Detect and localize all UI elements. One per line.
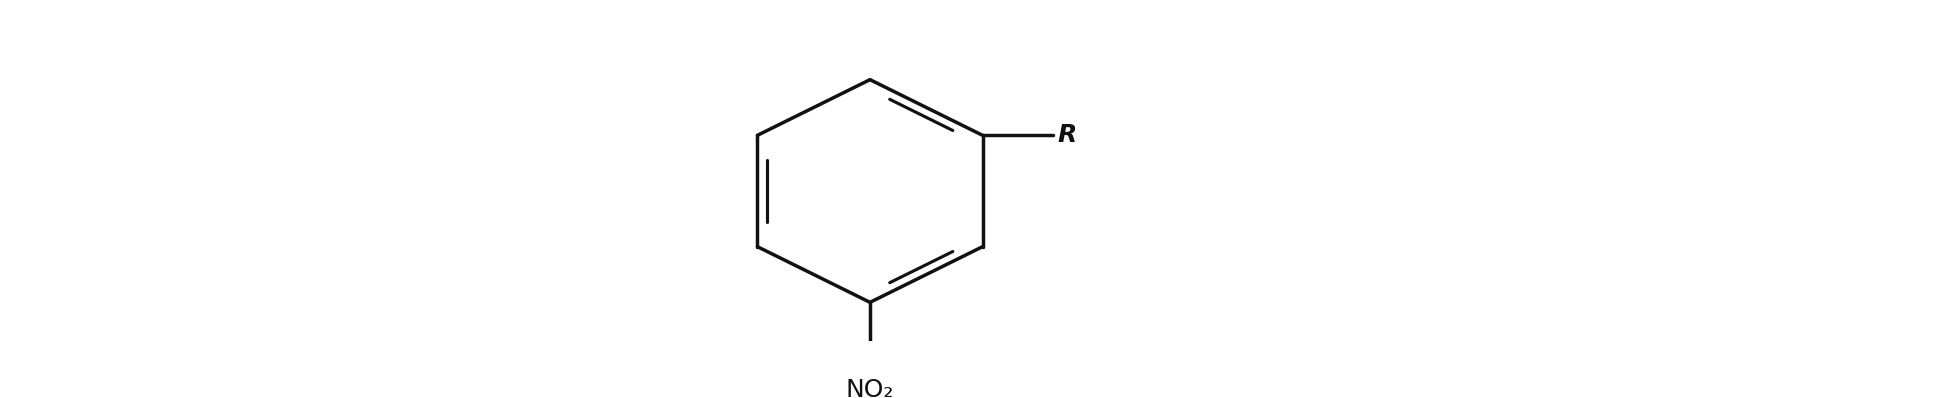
Text: R: R [1057,123,1077,147]
Text: NO₂: NO₂ [846,378,895,398]
